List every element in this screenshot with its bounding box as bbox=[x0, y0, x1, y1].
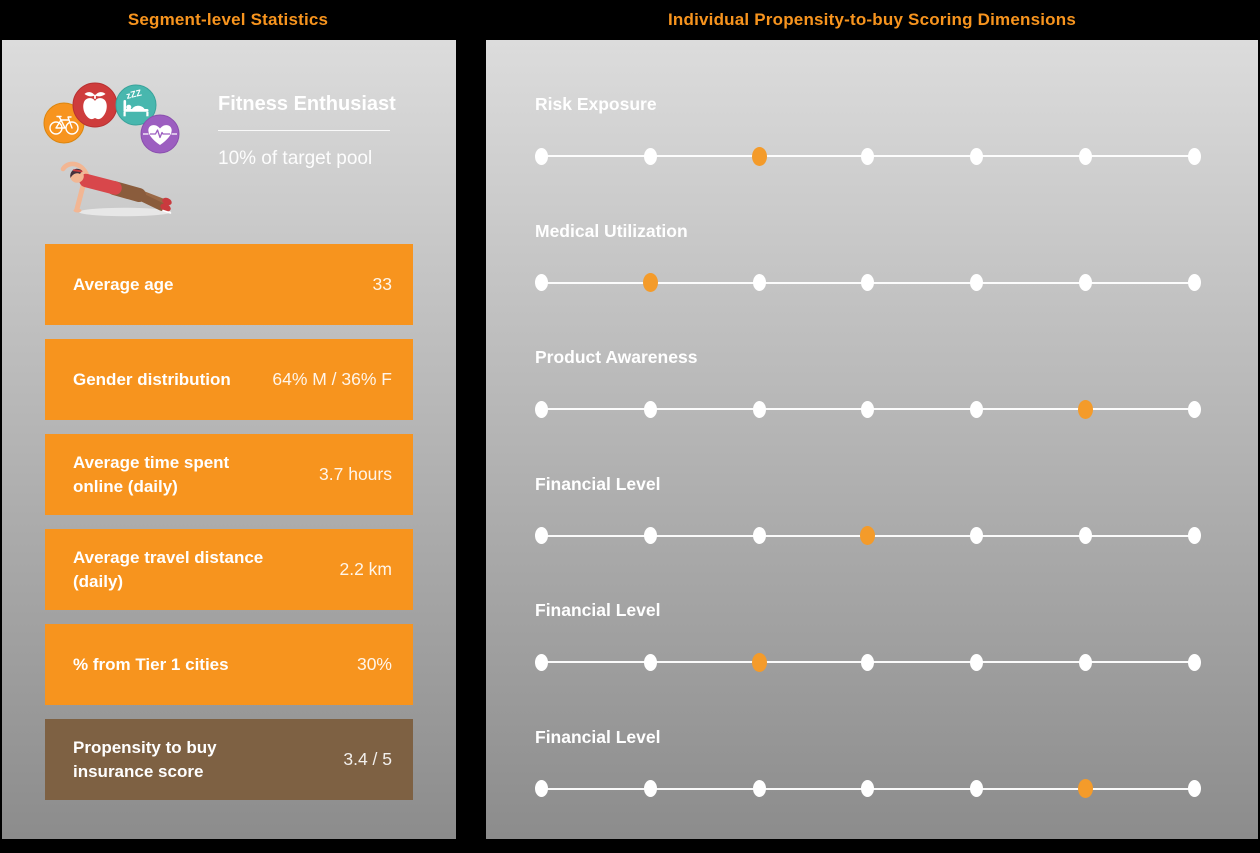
scale-dot-active bbox=[643, 273, 658, 292]
scale-label: Financial Level bbox=[535, 600, 1201, 621]
scale-dot bbox=[644, 148, 657, 165]
segment-statistics-panel: zZZ bbox=[2, 40, 456, 839]
scale-dot bbox=[970, 401, 983, 418]
stat-label: % from Tier 1 cities bbox=[73, 653, 229, 677]
scale-dot bbox=[1188, 274, 1201, 291]
scale-dot bbox=[1188, 654, 1201, 671]
scale-track bbox=[535, 274, 1201, 292]
scale-dot bbox=[861, 780, 874, 797]
scale-dot bbox=[644, 654, 657, 671]
scale-label: Risk Exposure bbox=[535, 94, 1201, 115]
heart-pulse-icon bbox=[141, 115, 179, 153]
stat-row: Average age 33 bbox=[45, 244, 413, 325]
scale-dot bbox=[753, 780, 766, 797]
scale-dot bbox=[535, 401, 548, 418]
scale-dot bbox=[1079, 274, 1092, 291]
scale-dot-active bbox=[752, 147, 767, 166]
stat-label: Average age bbox=[73, 273, 173, 297]
scale-dot bbox=[970, 654, 983, 671]
scale-dot-active bbox=[1078, 779, 1093, 798]
scale-dot bbox=[535, 780, 548, 797]
left-panel-header: Segment-level Statistics bbox=[0, 10, 456, 30]
persona-divider bbox=[218, 130, 390, 131]
stat-row: % from Tier 1 cities 30% bbox=[45, 624, 413, 705]
stat-label: Average travel distance (daily) bbox=[73, 546, 278, 594]
persona-card: Fitness Enthusiast 10% of target pool bbox=[218, 92, 398, 170]
scale-dot bbox=[1188, 401, 1201, 418]
scale-dot bbox=[753, 274, 766, 291]
scale-track bbox=[535, 780, 1201, 798]
scales-list: Risk Exposure Medical Utilization Product … bbox=[535, 94, 1201, 853]
scale-dot bbox=[1188, 148, 1201, 165]
scale-dot bbox=[753, 401, 766, 418]
stat-label: Propensity to buy insurance score bbox=[73, 736, 278, 784]
stat-value: 30% bbox=[357, 654, 392, 675]
scale-dot bbox=[644, 401, 657, 418]
scale-dot-active bbox=[752, 653, 767, 672]
plank-figure bbox=[63, 164, 173, 216]
scale-track bbox=[535, 653, 1201, 671]
stat-row: Average time spent online (daily) 3.7 hou… bbox=[45, 434, 413, 515]
scale-dot bbox=[1188, 527, 1201, 544]
scale-dot bbox=[535, 654, 548, 671]
scale-dot bbox=[535, 148, 548, 165]
scale-label: Financial Level bbox=[535, 474, 1201, 495]
scale-dot bbox=[970, 780, 983, 797]
scale-group: Risk Exposure bbox=[535, 94, 1201, 221]
scale-track bbox=[535, 527, 1201, 545]
persona-title: Fitness Enthusiast bbox=[218, 92, 398, 116]
scale-dot bbox=[1079, 148, 1092, 165]
scale-dot bbox=[535, 527, 548, 544]
scale-dot bbox=[1079, 527, 1092, 544]
stat-row: Gender distribution 64% M / 36% F bbox=[45, 339, 413, 420]
stat-row: Propensity to buy insurance score 3.4 / 5 bbox=[45, 719, 413, 800]
scale-dot bbox=[970, 148, 983, 165]
stat-value: 2.2 km bbox=[339, 559, 392, 580]
scale-group: Financial Level bbox=[535, 474, 1201, 601]
scale-dot bbox=[970, 527, 983, 544]
scale-dot bbox=[861, 274, 874, 291]
scale-label: Product Awareness bbox=[535, 347, 1201, 368]
scale-dot bbox=[861, 401, 874, 418]
scale-dot bbox=[1079, 654, 1092, 671]
stat-label: Average time spent online (daily) bbox=[73, 451, 278, 499]
persona-illustration: zZZ bbox=[36, 68, 223, 225]
scale-dot bbox=[753, 527, 766, 544]
stat-value: 3.4 / 5 bbox=[343, 749, 392, 770]
scale-track bbox=[535, 147, 1201, 165]
scale-dot-active bbox=[860, 526, 875, 545]
scale-dot bbox=[1188, 780, 1201, 797]
scoring-panel: Risk Exposure Medical Utilization Product … bbox=[486, 40, 1258, 839]
apple-icon bbox=[73, 83, 117, 127]
scale-dot bbox=[644, 527, 657, 544]
stat-value: 33 bbox=[373, 274, 392, 295]
scale-group: Financial Level bbox=[535, 600, 1201, 727]
scale-dot bbox=[861, 654, 874, 671]
stat-value: 64% M / 36% F bbox=[272, 369, 392, 390]
stat-value: 3.7 hours bbox=[319, 464, 392, 485]
stat-label: Gender distribution bbox=[73, 368, 231, 392]
scale-dot bbox=[644, 780, 657, 797]
scale-label: Medical Utilization bbox=[535, 221, 1201, 242]
scale-dot-active bbox=[1078, 400, 1093, 419]
scale-group: Product Awareness bbox=[535, 347, 1201, 474]
scale-dot bbox=[861, 148, 874, 165]
scale-dot bbox=[970, 274, 983, 291]
stats-list: Average age 33 Gender distribution 64% M / … bbox=[45, 244, 413, 814]
scale-track bbox=[535, 400, 1201, 418]
right-panel-header: Individual Propensity-to-buy Scoring Dim… bbox=[486, 10, 1258, 30]
scale-group: Financial Level bbox=[535, 727, 1201, 853]
stat-row: Average travel distance (daily) 2.2 km bbox=[45, 529, 413, 610]
scale-label: Financial Level bbox=[535, 727, 1201, 748]
persona-subtitle: 10% of target pool bbox=[218, 148, 398, 170]
scale-group: Medical Utilization bbox=[535, 221, 1201, 348]
scale-dot bbox=[535, 274, 548, 291]
